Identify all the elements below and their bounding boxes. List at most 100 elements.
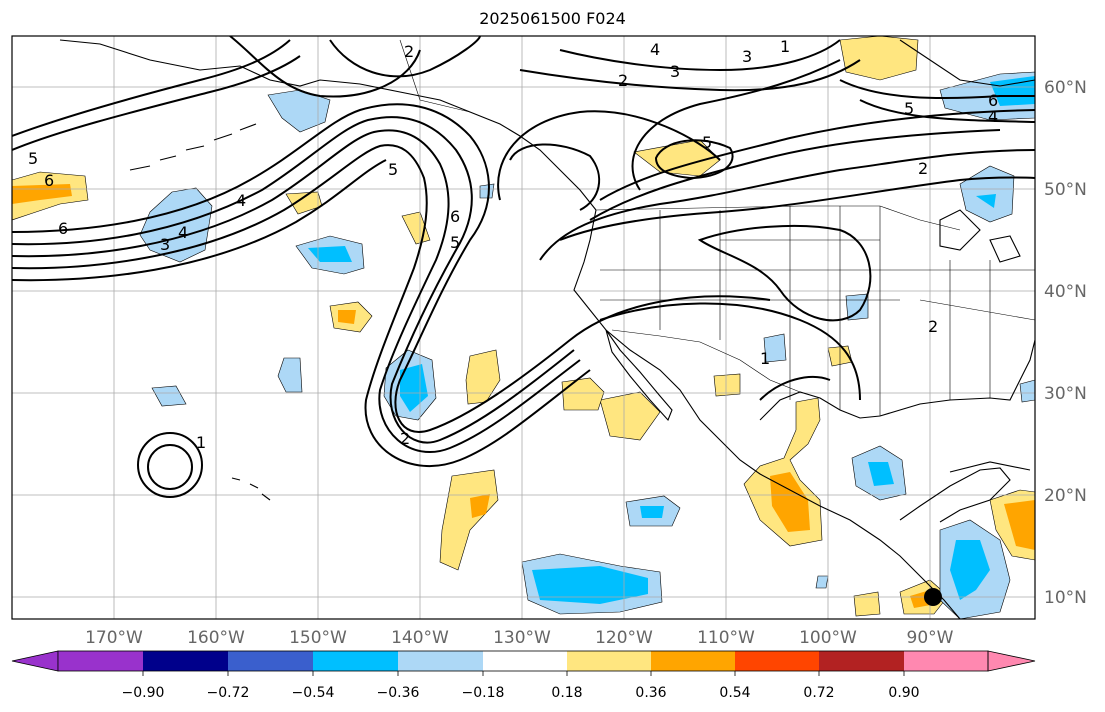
contour-line (12, 116, 575, 444)
lat-label: 30°N (1044, 384, 1087, 404)
political-borders (399, 39, 1035, 416)
colorbar-bin (228, 651, 313, 671)
colorbar-tick-label: −0.90 (122, 685, 165, 701)
graticule (12, 36, 1035, 619)
contour-line (229, 36, 421, 98)
map-background (12, 36, 1035, 619)
contour-label: 5 (28, 149, 38, 168)
lat-label: 10°N (1044, 588, 1087, 608)
colorbar-tick-label: 0.72 (803, 685, 834, 701)
contour-label: 4 (650, 40, 660, 59)
north-america-west-coast (573, 209, 961, 619)
contour-ring (137, 432, 203, 498)
colorbar-tick-label: −0.54 (292, 685, 335, 701)
hawaii-islands (231, 477, 271, 501)
fill-region (868, 462, 894, 486)
cuba (949, 461, 1031, 473)
colorbar-tick-label: 0.36 (635, 685, 666, 701)
colorbar-tick-label: −0.72 (207, 685, 250, 701)
contour-label: 6 (58, 219, 68, 238)
lat-label: 60°N (1044, 78, 1087, 98)
colorbar-bin (398, 651, 483, 671)
contour-label: 1 (760, 349, 770, 368)
fill-region (950, 540, 990, 600)
colorbar-bin (567, 651, 651, 671)
colorbar-bin (483, 651, 567, 671)
map-title: 2025061500 F024 (479, 9, 626, 28)
colorbar-tick-label: −0.36 (377, 685, 420, 701)
contour-label: 5 (904, 99, 914, 118)
fill-region (770, 472, 810, 532)
aleutian-islands (129, 123, 257, 171)
great-lakes (939, 209, 1021, 263)
contour-line (697, 224, 872, 322)
contour-line (12, 144, 591, 467)
lon-label: 90°W (907, 628, 954, 648)
contour-line (839, 79, 1035, 100)
lon-label: 140°W (391, 628, 449, 648)
fill-region (338, 310, 356, 324)
colorbar-tick-label: −0.18 (462, 685, 505, 701)
contour-line (12, 39, 291, 137)
contour-label-group: 2 4 3 1 2 3 5 6 5 2 5 6 4 6 3 4 5 6 4 5 … (28, 37, 998, 452)
lon-label: 160°W (187, 628, 245, 648)
fill-region (1004, 500, 1035, 550)
colorbar-bin (651, 651, 735, 671)
contour-label: 6 (450, 207, 460, 226)
contour-line (631, 59, 841, 191)
contour-line (12, 129, 581, 454)
contour-line (539, 149, 1035, 261)
fill-region (845, 293, 869, 321)
fill-region (713, 373, 741, 397)
contour-ring (147, 444, 193, 490)
contour-label: 2 (928, 317, 938, 336)
baja-california (605, 329, 673, 422)
fill-region (763, 333, 787, 363)
lon-label: 150°W (289, 628, 347, 648)
contour-label: 4 (236, 191, 246, 210)
contour-label: 5 (450, 233, 460, 252)
lon-label: 170°W (85, 628, 143, 648)
fill-region (959, 165, 1015, 223)
contour-label: 4 (988, 107, 998, 126)
fill-region (976, 194, 996, 208)
contour-line (12, 55, 301, 151)
contour-label: 2 (618, 71, 628, 90)
contour-label: 6 (44, 171, 54, 190)
colorbar-extend-left (11, 650, 59, 672)
contour-label: 3 (742, 47, 752, 66)
colorbar-tick-label: 0.90 (888, 685, 919, 701)
contour-line (599, 109, 1035, 201)
fill-region (561, 377, 605, 411)
fill-region (532, 566, 648, 604)
colorbar-bin (904, 651, 988, 671)
fill-region (1019, 379, 1035, 403)
fill-region (151, 385, 187, 407)
fill-region (839, 36, 919, 81)
contour-line (509, 143, 600, 211)
colorbar: −0.90 −0.72 −0.54 −0.36 −0.18 0.18 0.36 … (11, 650, 1036, 701)
latitude-labels: 60°N 50°N 40°N 30°N 20°N 10°N (1044, 78, 1087, 608)
contour-label: 6 (988, 91, 998, 110)
yucatan (899, 467, 1011, 523)
hudson-bay (899, 39, 1035, 87)
colorbar-bin (58, 651, 143, 671)
anomaly-fills (12, 36, 1035, 619)
colorbar-bin (143, 651, 228, 671)
contour-line (12, 159, 387, 282)
contour-label: 2 (918, 159, 928, 178)
contour-line (654, 139, 734, 180)
fill-region (853, 591, 881, 617)
fill-region (479, 183, 495, 199)
us-mexico-border (611, 329, 801, 393)
contour-line (589, 129, 1001, 221)
fill-region (640, 506, 664, 518)
contour-label: 3 (160, 235, 170, 254)
colorbar-tick-label: 0.54 (719, 685, 750, 701)
contour-line (497, 110, 721, 201)
fill-region (277, 357, 303, 393)
fill-region (990, 76, 1035, 106)
location-marker (924, 588, 942, 606)
contour-line (559, 176, 1035, 241)
lat-label: 50°N (1044, 180, 1087, 200)
